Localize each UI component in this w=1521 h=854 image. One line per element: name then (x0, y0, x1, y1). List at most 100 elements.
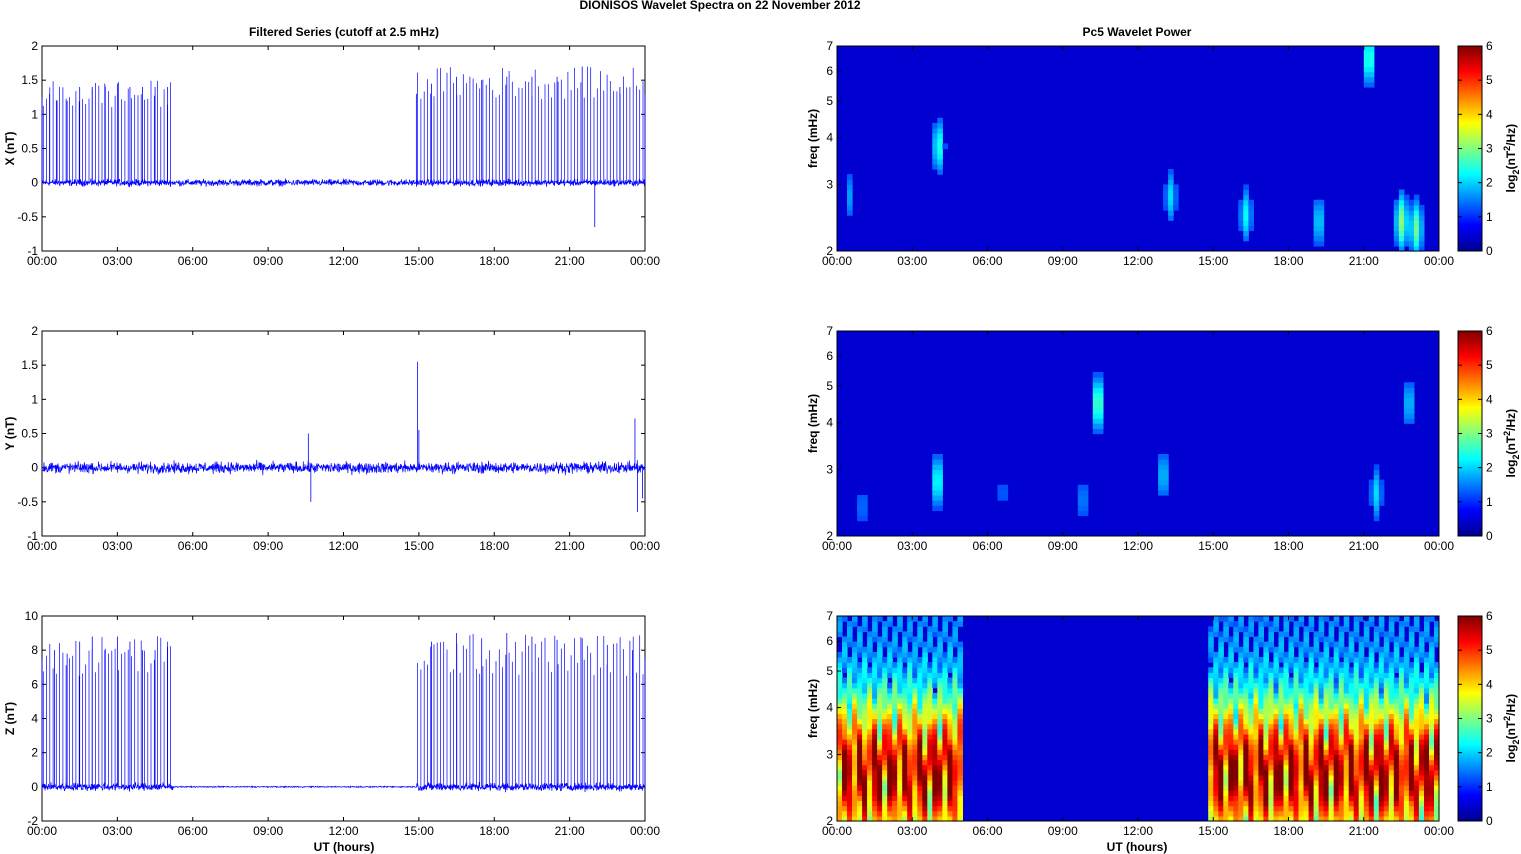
heatmap-cell (1418, 749, 1425, 755)
colorbar-tick-label: 3 (1486, 427, 1493, 441)
heatmap-cell (1268, 733, 1274, 740)
heatmap-cell (1343, 759, 1350, 766)
heatmap-cell (877, 810, 883, 817)
heatmap-cell (857, 805, 863, 812)
heatmap-cell (932, 739, 938, 745)
heatmap-cell (1223, 749, 1229, 755)
heatmap-cell (837, 810, 843, 817)
heatmap-cell (1253, 677, 1259, 684)
heatmap-cell (882, 790, 888, 796)
heatmap-cell (887, 795, 893, 802)
y-axis-label: Z (nT) (3, 702, 17, 735)
heatmap-cell (1398, 225, 1405, 232)
heatmap-cell (1343, 728, 1350, 735)
heatmap-cell (1288, 759, 1295, 766)
heatmap-cell (1343, 774, 1350, 781)
heatmap-cell (1413, 800, 1420, 807)
heatmap-cell (1002, 484, 1009, 491)
heatmap-cell (1368, 728, 1375, 735)
heatmap-cell (937, 723, 943, 730)
heatmap-cell (1313, 703, 1320, 709)
heatmap-cell (1248, 698, 1254, 704)
heatmap-cell (1273, 667, 1280, 673)
heatmap-cell (932, 677, 938, 684)
heatmap-cell (1213, 687, 1219, 694)
heatmap-cell (1434, 687, 1440, 694)
heatmap-cell (1363, 749, 1370, 755)
heatmap-cell (877, 733, 883, 740)
heatmap-cell (1323, 790, 1330, 796)
heatmap-cell (927, 810, 933, 817)
heatmap-cell (1338, 708, 1345, 714)
heatmap-cell (1413, 667, 1420, 673)
heatmap-cell (1353, 682, 1360, 689)
heatmap-cell (872, 759, 878, 766)
heatmap-cell (1097, 402, 1104, 409)
heatmap-cell (937, 810, 943, 817)
heatmap-cell (847, 199, 853, 206)
heatmap-cell (1293, 728, 1300, 735)
heatmap-cell (1373, 464, 1380, 470)
heatmap-cell (877, 759, 883, 766)
heatmap-cell (1429, 708, 1435, 714)
heatmap-cell (1253, 769, 1259, 776)
heatmap-cell (887, 698, 893, 704)
heatmap-cell (1308, 646, 1315, 653)
heatmap-cell (852, 703, 858, 709)
heatmap-cell (892, 805, 898, 812)
heatmap-cell (892, 713, 898, 720)
heatmap-cell (1258, 790, 1264, 796)
x-tick-label: 18:00 (1273, 254, 1303, 268)
heatmap-cell (1353, 692, 1360, 699)
heatmap-cell (862, 728, 868, 735)
heatmap-cell (882, 657, 888, 663)
heatmap-cell (877, 682, 883, 689)
heatmap-cell (1238, 805, 1244, 812)
heatmap-cell (1082, 489, 1089, 496)
heatmap-cell (942, 631, 948, 638)
heatmap-cell (1343, 677, 1350, 684)
heatmap-cell (867, 708, 873, 714)
heatmap-cell (1434, 728, 1440, 735)
heatmap-cell (1408, 407, 1415, 414)
heatmap-cell (1313, 744, 1320, 750)
heatmap-cell (947, 718, 953, 725)
heatmap-cell (1253, 646, 1259, 653)
heatmap-cell (1253, 667, 1259, 673)
heatmap-cell (897, 769, 903, 776)
colorbar-tick-label: 5 (1486, 73, 1493, 87)
heatmap-cell (1393, 698, 1400, 704)
heatmap-cell (1288, 790, 1295, 796)
heatmap-cell (1413, 810, 1420, 817)
heatmap-cell (957, 641, 963, 648)
heatmap-cell (1413, 759, 1420, 766)
heatmap-cell (1298, 667, 1305, 673)
heatmap-cell (1248, 204, 1254, 211)
heatmap-cell (932, 454, 938, 460)
heatmap-cell (1348, 631, 1355, 638)
heatmap-cell (922, 708, 928, 714)
heatmap-cell (1228, 703, 1234, 709)
heatmap-cell (1434, 641, 1440, 648)
heatmap-cell (1333, 713, 1340, 720)
heatmap-cell (1298, 728, 1305, 735)
heatmap-cell (1213, 815, 1219, 822)
heatmap-cell (847, 174, 853, 180)
heatmap-cell (847, 723, 853, 730)
y-axis-label: freq (mHz) (806, 679, 820, 738)
heatmap-cell (932, 143, 938, 150)
heatmap-cell (837, 682, 843, 689)
heatmap-cell (1243, 769, 1249, 776)
heatmap-cell (1408, 199, 1415, 206)
heatmap-cell (1268, 739, 1274, 745)
heatmap-cell (1268, 703, 1274, 709)
heatmap-cell (1358, 810, 1365, 817)
heatmap-cell (1424, 636, 1430, 643)
heatmap-cell (1408, 692, 1415, 699)
heatmap-cell (892, 785, 898, 791)
heatmap-cell (1248, 210, 1254, 216)
heatmap-cell (1092, 397, 1099, 404)
heatmap-cell (887, 646, 893, 653)
